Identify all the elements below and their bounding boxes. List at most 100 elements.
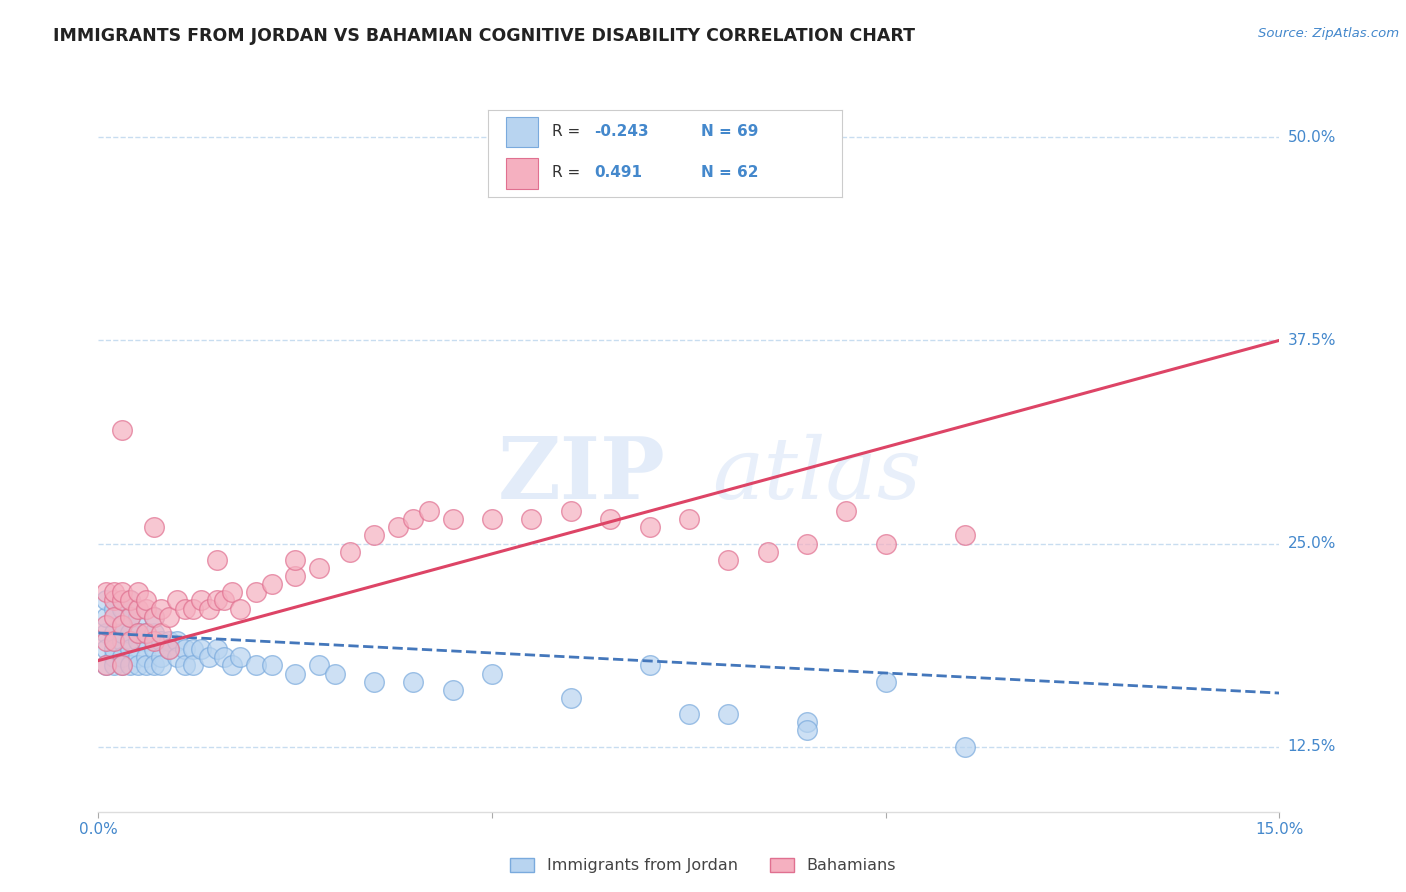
Point: [157, 642, 180, 657]
Point: [221, 585, 243, 599]
Point: [150, 626, 173, 640]
Point: [142, 626, 165, 640]
Point: [214, 593, 236, 607]
Point: [221, 658, 243, 673]
Point: [560, 504, 582, 518]
Point: [166, 650, 188, 665]
Point: [245, 658, 267, 673]
Point: [118, 642, 141, 657]
Point: [127, 658, 149, 673]
Point: [875, 536, 897, 550]
Point: [284, 553, 307, 567]
Text: atlas: atlas: [713, 434, 922, 516]
Point: [127, 634, 149, 648]
Point: [953, 528, 976, 542]
Point: [111, 626, 134, 640]
Point: [142, 520, 165, 534]
Point: [638, 520, 661, 534]
Point: [678, 512, 700, 526]
Point: [520, 512, 543, 526]
Point: [205, 593, 228, 607]
Point: [111, 658, 134, 673]
Point: [229, 650, 252, 665]
Point: [103, 601, 125, 615]
Point: [118, 593, 141, 607]
Point: [127, 650, 149, 665]
Point: [142, 658, 165, 673]
Point: [118, 593, 141, 607]
Point: [135, 593, 157, 607]
Text: 50.0%: 50.0%: [1288, 129, 1336, 145]
Point: [103, 626, 125, 640]
Point: [111, 650, 134, 665]
Point: [205, 553, 228, 567]
Point: [111, 601, 134, 615]
Point: [135, 634, 157, 648]
Point: [103, 634, 125, 648]
Point: [678, 707, 700, 722]
Point: [796, 536, 818, 550]
Point: [135, 601, 157, 615]
Point: [387, 520, 409, 534]
Point: [441, 512, 464, 526]
Point: [142, 609, 165, 624]
Point: [560, 690, 582, 705]
Point: [157, 634, 180, 648]
Point: [875, 674, 897, 689]
Point: [135, 626, 157, 640]
Point: [402, 674, 425, 689]
Text: IMMIGRANTS FROM JORDAN VS BAHAMIAN COGNITIVE DISABILITY CORRELATION CHART: IMMIGRANTS FROM JORDAN VS BAHAMIAN COGNI…: [53, 27, 915, 45]
Point: [157, 642, 180, 657]
Point: [190, 593, 212, 607]
Point: [339, 544, 361, 558]
Point: [481, 666, 503, 681]
Point: [96, 617, 118, 632]
Point: [441, 682, 464, 697]
Point: [181, 601, 204, 615]
Point: [150, 658, 173, 673]
Point: [150, 650, 173, 665]
Point: [717, 707, 740, 722]
Point: [197, 601, 219, 615]
Text: ZIP: ZIP: [498, 434, 665, 517]
Point: [103, 593, 125, 607]
Point: [174, 658, 197, 673]
Point: [157, 609, 180, 624]
Point: [118, 609, 141, 624]
Point: [96, 593, 118, 607]
Point: [96, 585, 118, 599]
Point: [229, 601, 252, 615]
Point: [717, 553, 740, 567]
Point: [284, 569, 307, 583]
Point: [174, 642, 197, 657]
Text: 12.5%: 12.5%: [1288, 739, 1336, 755]
Point: [103, 609, 125, 624]
Point: [103, 658, 125, 673]
Point: [118, 626, 141, 640]
Point: [402, 512, 425, 526]
Point: [181, 642, 204, 657]
Point: [150, 634, 173, 648]
Point: [111, 423, 134, 437]
Point: [96, 658, 118, 673]
Point: [142, 642, 165, 657]
Point: [103, 642, 125, 657]
Point: [481, 512, 503, 526]
Point: [118, 634, 141, 648]
Text: Source: ZipAtlas.com: Source: ZipAtlas.com: [1258, 27, 1399, 40]
Point: [127, 626, 149, 640]
Point: [103, 585, 125, 599]
Point: [142, 634, 165, 648]
Point: [127, 609, 149, 624]
Text: 25.0%: 25.0%: [1288, 536, 1336, 551]
Point: [308, 658, 330, 673]
Point: [135, 658, 157, 673]
Point: [96, 609, 118, 624]
Point: [284, 666, 307, 681]
Point: [142, 609, 165, 624]
Point: [111, 593, 134, 607]
Point: [756, 544, 779, 558]
Point: [96, 634, 118, 648]
Point: [103, 634, 125, 648]
Point: [181, 658, 204, 673]
